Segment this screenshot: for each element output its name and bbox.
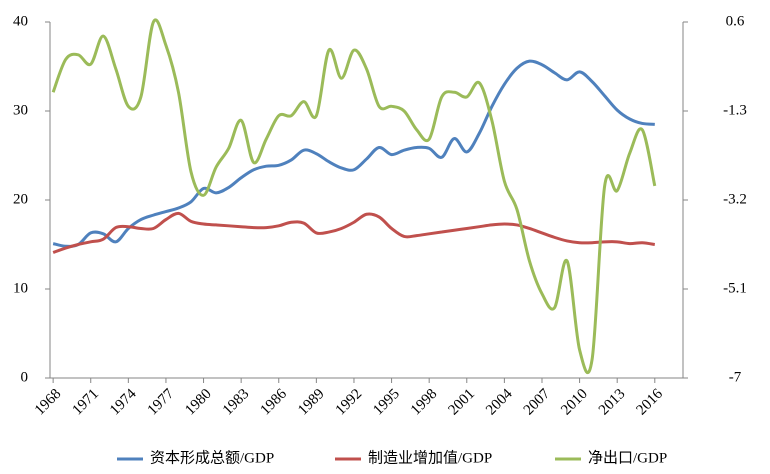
x-tick-label: 1971 <box>69 386 102 419</box>
y-tick-label: 10 <box>13 280 28 296</box>
y2-tick-label: -7 <box>729 369 742 385</box>
x-tick-label: 2013 <box>596 386 629 419</box>
series-line <box>52 59 655 248</box>
x-tick-label: 1983 <box>220 386 253 419</box>
x-tick-label: 1977 <box>145 386 178 419</box>
legend-label: 资本形成总额/GDP <box>150 449 274 466</box>
x-tick-label: 2001 <box>446 386 479 419</box>
x-tick-label: 1989 <box>295 386 328 419</box>
x-tick-label: 1995 <box>370 386 403 419</box>
y-tick-label: 40 <box>13 13 28 29</box>
x-tick-label: 2004 <box>483 386 516 419</box>
y-tick-label: 20 <box>13 191 28 207</box>
series-line <box>51 18 657 375</box>
x-tick-label: 1992 <box>333 386 366 419</box>
y2-tick-label: -3.2 <box>723 191 747 207</box>
x-tick-label: 1986 <box>257 386 290 419</box>
x-tick-label: 2007 <box>521 386 554 419</box>
x-tick-label: 1968 <box>32 386 65 419</box>
x-tick-label: 1998 <box>408 386 441 419</box>
y-tick-label: 30 <box>13 102 28 118</box>
y-tick-label: 0 <box>21 369 29 385</box>
legend-label: 净出口/GDP <box>588 449 667 466</box>
y2-tick-label: 0.6 <box>726 13 745 29</box>
x-tick-label: 2010 <box>558 386 591 419</box>
x-tick-label: 2016 <box>634 386 667 419</box>
x-tick-label: 1980 <box>182 386 215 419</box>
y2-tick-label: -5.1 <box>723 280 747 296</box>
y2-tick-label: -1.3 <box>723 102 747 118</box>
series-line <box>52 211 656 254</box>
x-tick-label: 1974 <box>107 386 140 419</box>
legend-label: 制造业增加值/GDP <box>368 449 492 466</box>
